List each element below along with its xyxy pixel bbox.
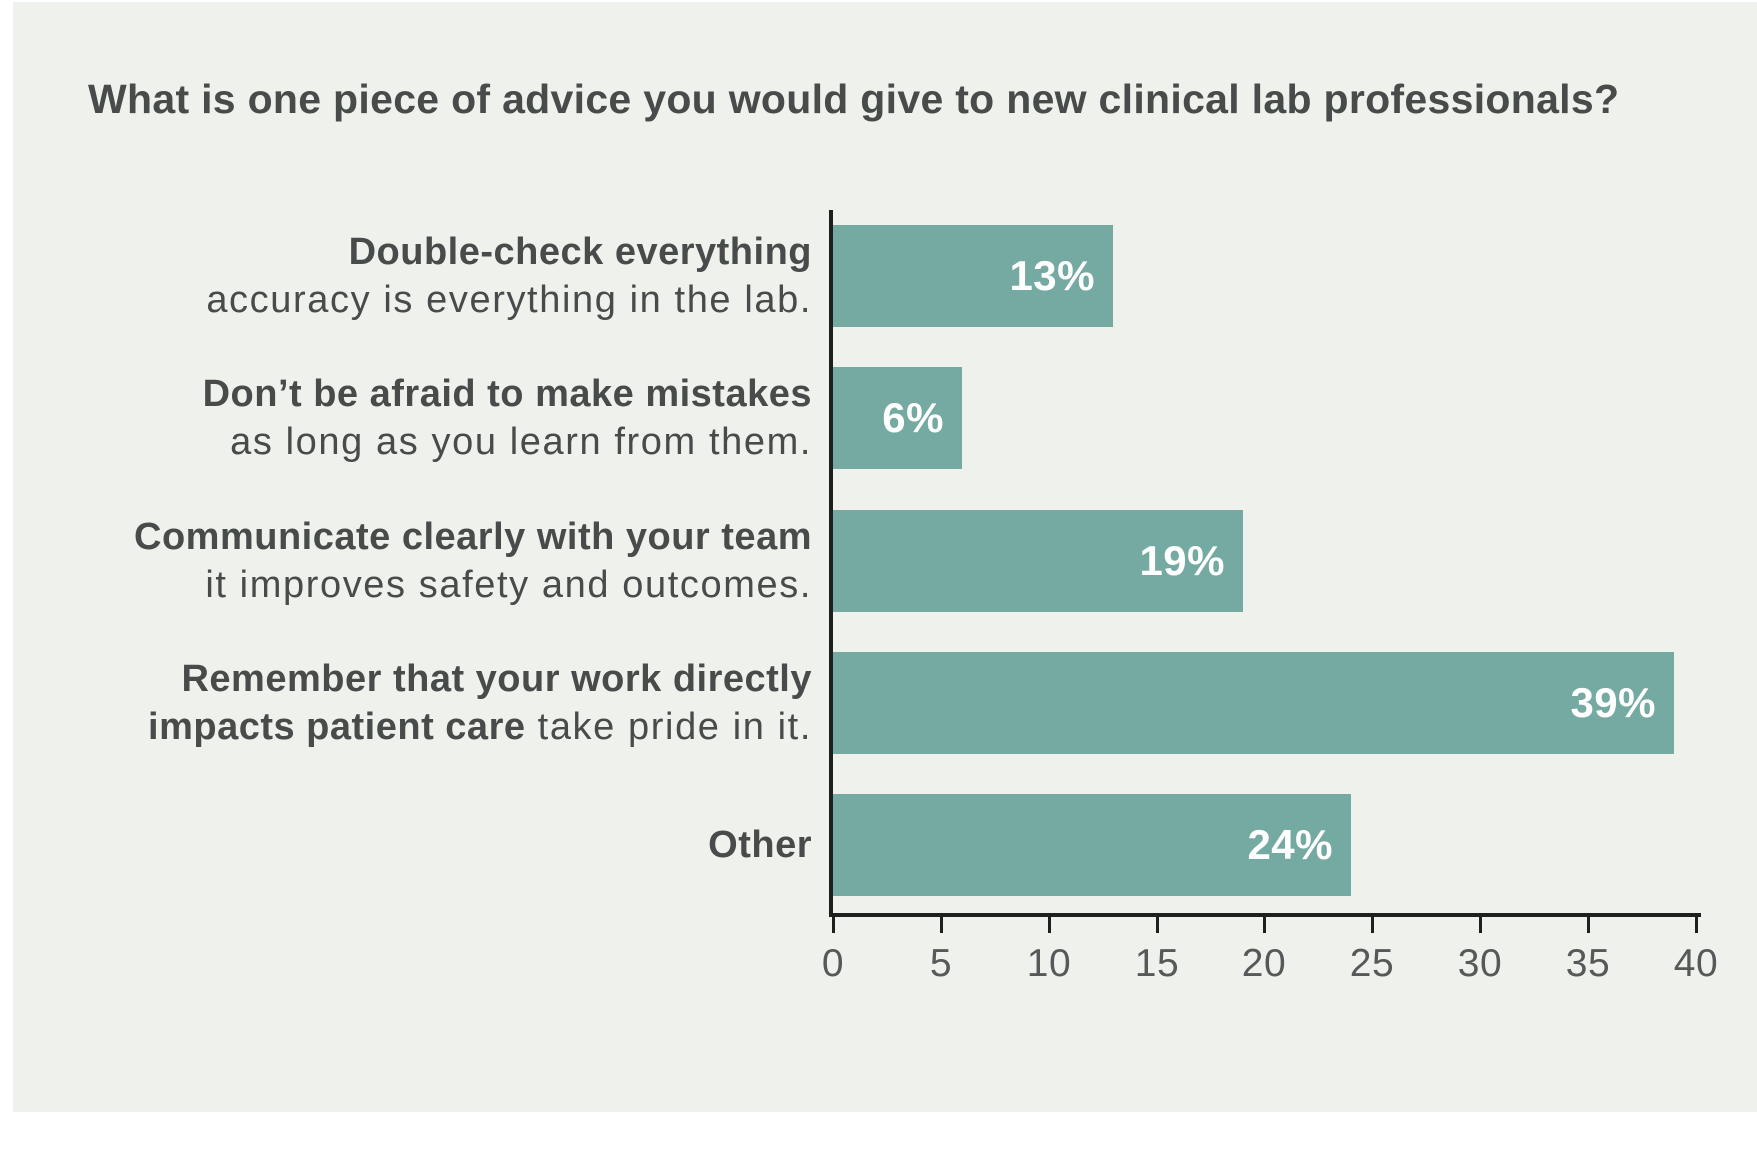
label-regular-text: as long as you learn from them. xyxy=(230,421,812,463)
x-axis-tick xyxy=(1156,917,1159,933)
label-bold-text: Other xyxy=(708,824,812,866)
category-label-line: as long as you learn from them. xyxy=(230,418,812,466)
label-bold-text: impacts patient care xyxy=(148,706,526,748)
x-axis-tick-label: 30 xyxy=(1457,942,1503,985)
category-label-other: Other xyxy=(42,794,812,896)
y-axis-line xyxy=(829,210,833,917)
bar-value-label: 13% xyxy=(1009,252,1095,299)
x-axis-line xyxy=(829,913,1701,917)
category-label-line: Double-check everything xyxy=(349,228,812,276)
category-label-dont-be-afraid-to-make-mistakes: Don’t be afraid to make mistakes as long … xyxy=(42,367,812,469)
x-axis-tick-label: 40 xyxy=(1673,942,1719,985)
label-regular-text: accuracy is everything in the lab. xyxy=(206,279,812,321)
x-axis-tick xyxy=(1695,917,1698,933)
x-axis-tick-label: 35 xyxy=(1565,942,1611,985)
bar-value-label: 39% xyxy=(1570,679,1656,726)
x-axis-tick-label: 15 xyxy=(1134,942,1180,985)
x-axis-tick-label: 20 xyxy=(1241,942,1287,985)
category-label-line: impacts patient care take pride in it. xyxy=(148,703,812,751)
bar-dont-be-afraid-to-make-mistakes: 6% xyxy=(833,367,962,469)
label-regular-text: it improves safety and outcomes. xyxy=(205,564,812,606)
category-label-double-check-everything: Double-check everything accuracy is every… xyxy=(42,225,812,327)
category-label-line: Other xyxy=(708,821,812,869)
x-axis-tick-label: 25 xyxy=(1349,942,1395,985)
x-axis-tick xyxy=(1048,917,1051,933)
bar-other: 24% xyxy=(833,794,1351,896)
x-axis-tick xyxy=(832,917,835,933)
bar-value-label: 24% xyxy=(1247,821,1333,868)
x-axis-tick xyxy=(1587,917,1590,933)
label-bold-text: Remember that your work directly xyxy=(181,658,812,700)
x-axis-tick xyxy=(1371,917,1374,933)
category-label-line: Remember that your work directly xyxy=(181,655,812,703)
x-axis-tick-label: 10 xyxy=(1026,942,1072,985)
x-axis-tick xyxy=(940,917,943,933)
x-axis-tick-label: 0 xyxy=(821,942,845,985)
bar-remember-work-impacts-patient-care: 39% xyxy=(833,652,1674,754)
x-axis-tick xyxy=(1263,917,1266,933)
category-label-line: it improves safety and outcomes. xyxy=(205,561,812,609)
bar-value-label: 6% xyxy=(882,394,944,441)
category-label-remember-work-impacts-patient-care: Remember that your work directly impacts … xyxy=(42,652,812,754)
category-label-communicate-clearly-with-your-team: Communicate clearly with your team it imp… xyxy=(42,510,812,612)
label-bold-text: Double-check everything xyxy=(348,231,812,273)
x-axis-tick-label: 5 xyxy=(929,942,953,985)
bar-value-label: 19% xyxy=(1139,537,1225,584)
category-label-line: Don’t be afraid to make mistakes xyxy=(203,370,812,418)
label-bold-text: Communicate clearly with your team xyxy=(134,516,812,558)
bar-communicate-clearly-with-your-team: 19% xyxy=(833,510,1243,612)
x-axis-tick xyxy=(1479,917,1482,933)
label-regular-text: take pride in it. xyxy=(525,706,812,748)
category-label-line: Communicate clearly with your team xyxy=(134,513,812,561)
label-bold-text: Don’t be afraid to make mistakes xyxy=(202,373,812,415)
chart-title: What is one piece of advice you would gi… xyxy=(88,76,1620,122)
category-label-line: accuracy is everything in the lab. xyxy=(206,276,812,324)
bar-double-check-everything: 13% xyxy=(833,225,1113,327)
